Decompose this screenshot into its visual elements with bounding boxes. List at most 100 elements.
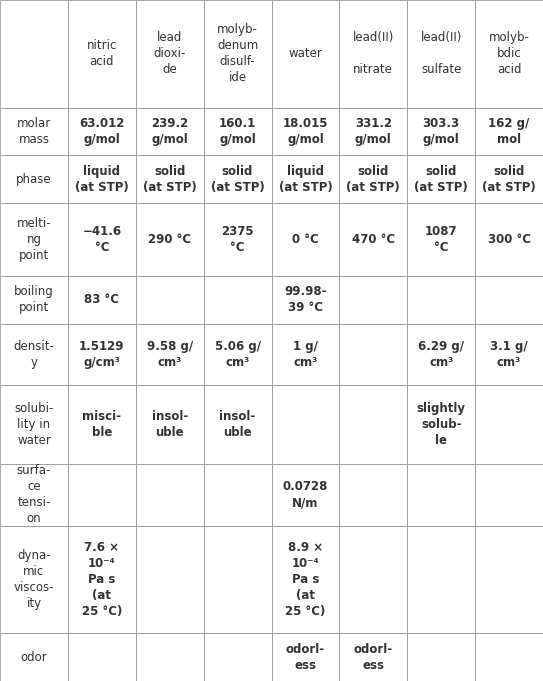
Text: 162 g/
mol: 162 g/ mol (489, 117, 529, 146)
Text: dyna-
mic
viscos-
ity: dyna- mic viscos- ity (14, 549, 54, 610)
Bar (204, 526, 272, 633)
Text: 160.1
g/mol: 160.1 g/mol (219, 117, 256, 146)
Bar (339, 276, 407, 323)
Text: 303.3
g/mol: 303.3 g/mol (422, 117, 460, 146)
Bar (204, 385, 272, 464)
Text: 1 g/
cm³: 1 g/ cm³ (293, 340, 318, 369)
Bar (339, 0, 407, 108)
Text: solid
(at STP): solid (at STP) (143, 165, 197, 193)
Text: lead
dioxi-
de: lead dioxi- de (154, 31, 186, 76)
Bar (272, 155, 339, 203)
Bar (407, 526, 475, 633)
Text: 6.29 g/
cm³: 6.29 g/ cm³ (418, 340, 464, 369)
Text: boiling
point: boiling point (14, 285, 54, 314)
Bar (475, 276, 543, 323)
Bar (136, 0, 204, 108)
Text: water: water (288, 47, 323, 61)
Text: phase: phase (16, 172, 52, 186)
Bar (68, 526, 136, 633)
Bar (0, 464, 68, 526)
Text: 290 °C: 290 °C (148, 233, 191, 246)
Bar (68, 0, 136, 108)
Bar (204, 203, 272, 276)
Bar (475, 323, 543, 385)
Bar (204, 155, 272, 203)
Bar (272, 323, 339, 385)
Text: odorl-
ess: odorl- ess (353, 643, 393, 671)
Bar (407, 276, 475, 323)
Bar (204, 0, 272, 108)
Bar (0, 0, 68, 108)
Bar (339, 633, 407, 681)
Text: slightly
solub-
le: slightly solub- le (416, 402, 466, 447)
Bar (339, 155, 407, 203)
Text: liquid
(at STP): liquid (at STP) (75, 165, 129, 193)
Bar (136, 155, 204, 203)
Text: 8.9 ×
10⁻⁴
Pa s
(at
25 °C): 8.9 × 10⁻⁴ Pa s (at 25 °C) (285, 541, 326, 618)
Text: nitric
acid: nitric acid (87, 39, 117, 68)
Bar (272, 633, 339, 681)
Bar (204, 276, 272, 323)
Text: 0 °C: 0 °C (292, 233, 319, 246)
Text: 63.012
g/mol: 63.012 g/mol (79, 117, 124, 146)
Bar (339, 526, 407, 633)
Bar (0, 385, 68, 464)
Text: lead(II)

nitrate: lead(II) nitrate (352, 31, 394, 76)
Text: odor: odor (21, 650, 47, 664)
Bar (339, 464, 407, 526)
Bar (339, 203, 407, 276)
Bar (272, 464, 339, 526)
Text: melti-
ng
point: melti- ng point (17, 217, 51, 262)
Text: −41.6
°C: −41.6 °C (82, 225, 122, 254)
Text: lead(II)

sulfate: lead(II) sulfate (420, 31, 462, 76)
Text: molyb-
denum
disulf-
ide: molyb- denum disulf- ide (217, 23, 258, 84)
Bar (407, 633, 475, 681)
Text: liquid
(at STP): liquid (at STP) (279, 165, 332, 193)
Bar (272, 203, 339, 276)
Text: surfa-
ce
tensi-
on: surfa- ce tensi- on (17, 464, 51, 526)
Bar (272, 0, 339, 108)
Text: 99.98-
39 °C: 99.98- 39 °C (284, 285, 327, 314)
Bar (272, 385, 339, 464)
Bar (136, 108, 204, 155)
Text: misci-
ble: misci- ble (83, 410, 121, 439)
Bar (339, 108, 407, 155)
Bar (272, 108, 339, 155)
Text: 83 °C: 83 °C (84, 294, 119, 306)
Text: 331.2
g/mol: 331.2 g/mol (355, 117, 392, 146)
Text: solubi-
lity in
water: solubi- lity in water (14, 402, 54, 447)
Text: 1.5129
g/cm³: 1.5129 g/cm³ (79, 340, 124, 369)
Text: 18.015
g/mol: 18.015 g/mol (283, 117, 328, 146)
Bar (407, 323, 475, 385)
Text: insol-
uble: insol- uble (151, 410, 188, 439)
Bar (68, 323, 136, 385)
Bar (475, 108, 543, 155)
Text: 1087
°C: 1087 °C (425, 225, 458, 254)
Bar (407, 155, 475, 203)
Text: 9.58 g/
cm³: 9.58 g/ cm³ (147, 340, 193, 369)
Bar (475, 385, 543, 464)
Bar (68, 108, 136, 155)
Bar (407, 385, 475, 464)
Bar (0, 633, 68, 681)
Bar (475, 155, 543, 203)
Text: 3.1 g/
cm³: 3.1 g/ cm³ (490, 340, 528, 369)
Bar (0, 323, 68, 385)
Bar (204, 633, 272, 681)
Text: solid
(at STP): solid (at STP) (482, 165, 536, 193)
Text: 470 °C: 470 °C (352, 233, 395, 246)
Bar (136, 464, 204, 526)
Text: insol-
uble: insol- uble (219, 410, 256, 439)
Bar (0, 276, 68, 323)
Bar (407, 464, 475, 526)
Bar (68, 633, 136, 681)
Bar (475, 203, 543, 276)
Bar (136, 323, 204, 385)
Text: 0.0728
N/m: 0.0728 N/m (283, 481, 328, 509)
Bar (0, 526, 68, 633)
Bar (68, 276, 136, 323)
Bar (407, 203, 475, 276)
Bar (0, 108, 68, 155)
Bar (68, 385, 136, 464)
Bar (339, 385, 407, 464)
